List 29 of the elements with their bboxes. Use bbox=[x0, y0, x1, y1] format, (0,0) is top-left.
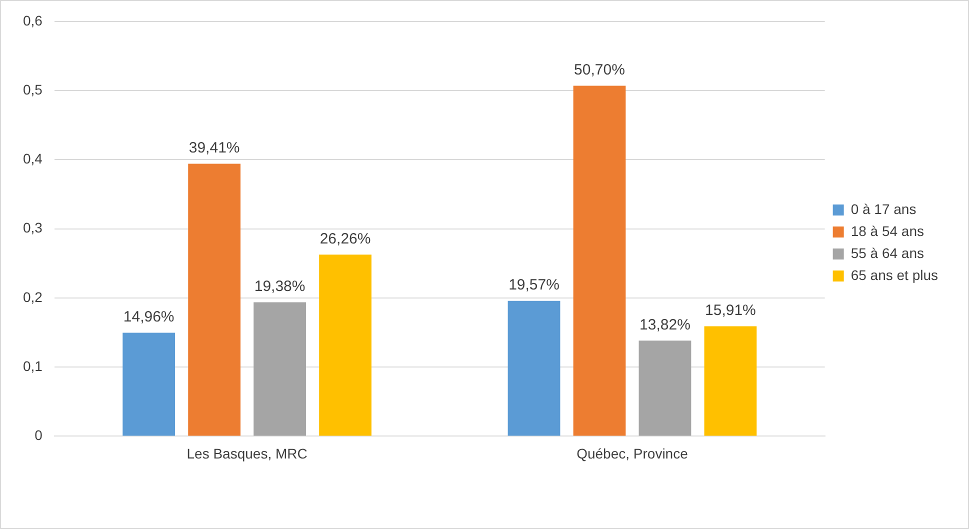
legend-label: 18 à 54 ans bbox=[850, 222, 924, 239]
y-tick-label: 0,1 bbox=[22, 358, 43, 374]
bar bbox=[319, 254, 372, 436]
bar bbox=[188, 164, 241, 436]
data-label: 15,91% bbox=[705, 302, 756, 319]
data-label: 19,57% bbox=[508, 276, 560, 294]
legend-label: 65 ans et plus bbox=[850, 266, 938, 283]
y-tick-label: 0 bbox=[34, 427, 43, 444]
y-tick-label: 0,5 bbox=[22, 81, 43, 98]
data-label: 39,41% bbox=[188, 139, 240, 156]
data-label: 50,70% bbox=[574, 61, 625, 78]
y-tick-label: 0,3 bbox=[22, 220, 43, 236]
legend-label: 55 à 64 ans bbox=[850, 244, 924, 261]
data-label: 19,38% bbox=[254, 278, 306, 295]
bar bbox=[573, 86, 626, 436]
bar bbox=[638, 340, 692, 436]
y-tick-label: 0,2 bbox=[22, 288, 43, 305]
bar bbox=[254, 302, 306, 436]
data-label: 26,26% bbox=[320, 230, 371, 248]
x-tick-label: Québec, Province bbox=[576, 445, 688, 462]
y-tick-label: 0,4 bbox=[22, 150, 43, 167]
legend-label: 0 à 17 ans bbox=[850, 200, 916, 217]
data-label: 13,82% bbox=[640, 316, 690, 334]
bar bbox=[704, 326, 757, 436]
x-tick-label: Les Basques, MRC bbox=[186, 445, 308, 462]
data-label: 14,96% bbox=[123, 308, 174, 326]
bar bbox=[122, 332, 176, 436]
y-tick-label: 0,6 bbox=[22, 12, 43, 28]
bar bbox=[508, 300, 560, 436]
